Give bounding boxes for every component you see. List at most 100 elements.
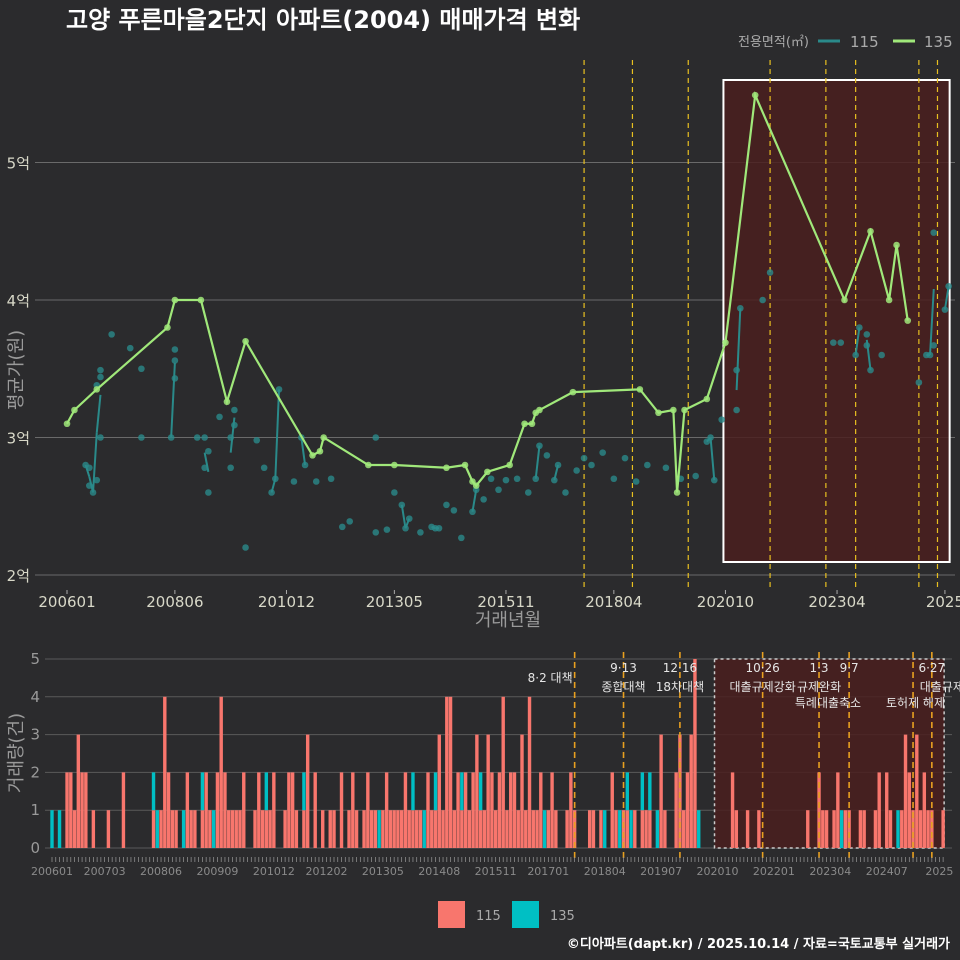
bar-115 <box>490 772 494 848</box>
series-115-segment <box>274 389 281 479</box>
series-115-point <box>513 475 521 483</box>
series-115-point <box>405 515 413 522</box>
bar-115 <box>644 810 648 848</box>
series-115-point <box>108 331 115 338</box>
bar-115 <box>531 810 535 848</box>
bar-135 <box>211 810 216 848</box>
bar-115 <box>418 810 423 848</box>
series-135-point <box>171 296 179 304</box>
series-135-point <box>71 406 78 414</box>
series-135-point <box>63 420 71 428</box>
series-115-point <box>205 489 212 496</box>
series-115-point <box>945 282 952 290</box>
legend-label-135: 135 <box>550 909 575 924</box>
bar-115 <box>339 772 344 848</box>
bar-115 <box>907 772 911 848</box>
bar-135 <box>302 772 306 811</box>
policy-date: 9·13 <box>610 661 637 675</box>
bar-115 <box>268 810 272 848</box>
series-135-point <box>223 398 231 406</box>
series-115-point <box>718 416 726 423</box>
legend-swatch-135 <box>512 901 539 928</box>
x-tick-label: 202304 <box>808 593 865 611</box>
series-115-point <box>621 454 629 462</box>
y-tick-label: 2 <box>30 763 40 781</box>
series-115-point <box>632 478 640 485</box>
series-135-point <box>309 452 316 459</box>
bar-115 <box>362 810 366 848</box>
series-115-point <box>610 475 618 483</box>
series-115-point <box>312 478 320 485</box>
bar-115 <box>219 696 223 848</box>
series-135-point <box>673 489 681 496</box>
bar-115 <box>689 734 693 848</box>
series-135-point <box>461 461 469 469</box>
bar-135 <box>648 772 652 811</box>
bar-115 <box>69 772 73 848</box>
series-115-point <box>231 406 238 414</box>
bar-115 <box>257 772 261 848</box>
series-115-point <box>487 475 495 483</box>
x-tick-label: 201305 <box>362 865 404 878</box>
bar-115 <box>836 772 840 848</box>
series-115-point <box>171 375 179 382</box>
bar-115 <box>757 810 761 848</box>
bar-115 <box>486 734 490 848</box>
series-135-point <box>93 386 101 393</box>
bar-115 <box>745 810 750 848</box>
bar-135 <box>896 810 900 848</box>
bar-115 <box>193 810 197 848</box>
series-115-point <box>710 476 718 484</box>
bar-135 <box>50 810 54 848</box>
bar-115 <box>448 696 453 848</box>
bar-115 <box>272 772 276 848</box>
bar-115 <box>516 810 520 848</box>
series-115-point <box>915 379 923 386</box>
bar-115 <box>351 772 355 848</box>
bar-115 <box>941 810 945 848</box>
series-135-point <box>242 337 249 345</box>
series-115-point <box>138 434 145 441</box>
bar-115 <box>550 772 554 848</box>
series-115-point <box>588 461 595 469</box>
series-115-point <box>662 464 670 472</box>
bar-115 <box>208 810 212 848</box>
bar-115 <box>888 810 893 848</box>
bar-115 <box>313 772 317 848</box>
series-115-point <box>301 461 309 469</box>
bar-135 <box>411 772 415 811</box>
bar-115 <box>915 734 919 848</box>
series-115-segment <box>400 504 407 529</box>
bar-135 <box>655 810 660 848</box>
series-115-point <box>435 524 443 532</box>
bar-115 <box>305 734 310 848</box>
x-tick-label: 201202 <box>305 865 347 878</box>
series-115-point <box>551 476 558 484</box>
bar-115 <box>817 772 821 848</box>
volume-legend: 115 135 <box>438 901 575 928</box>
series-135-point <box>893 241 900 249</box>
series-135-point <box>751 91 759 99</box>
bar-115 <box>539 772 543 848</box>
bar-115 <box>930 810 934 848</box>
series-115-point <box>417 529 424 536</box>
series-115-point <box>383 526 391 533</box>
x-tick-label: 201012 <box>253 865 295 878</box>
x-tick-label: 200806 <box>140 865 182 878</box>
bar-115 <box>821 810 825 848</box>
bar-115 <box>903 734 908 848</box>
series-115-point <box>580 454 588 462</box>
x-tick-label: 201804 <box>585 593 642 611</box>
footer-credit: ©디아파트(dapt.kr) / 2025.10.14 / 자료=국토교통부 실… <box>567 936 950 952</box>
policy-label: 특례대출축소 <box>795 696 861 710</box>
bar-115 <box>332 810 336 848</box>
bar-115 <box>151 810 156 848</box>
series-115-point <box>346 518 354 525</box>
bar-115 <box>734 810 739 848</box>
series-115-point <box>495 486 502 494</box>
x-tick-label: 201408 <box>418 865 460 878</box>
series-135-point <box>722 339 729 346</box>
bar-115 <box>242 772 246 848</box>
bar-135 <box>603 810 607 848</box>
bar-115 <box>433 810 438 848</box>
